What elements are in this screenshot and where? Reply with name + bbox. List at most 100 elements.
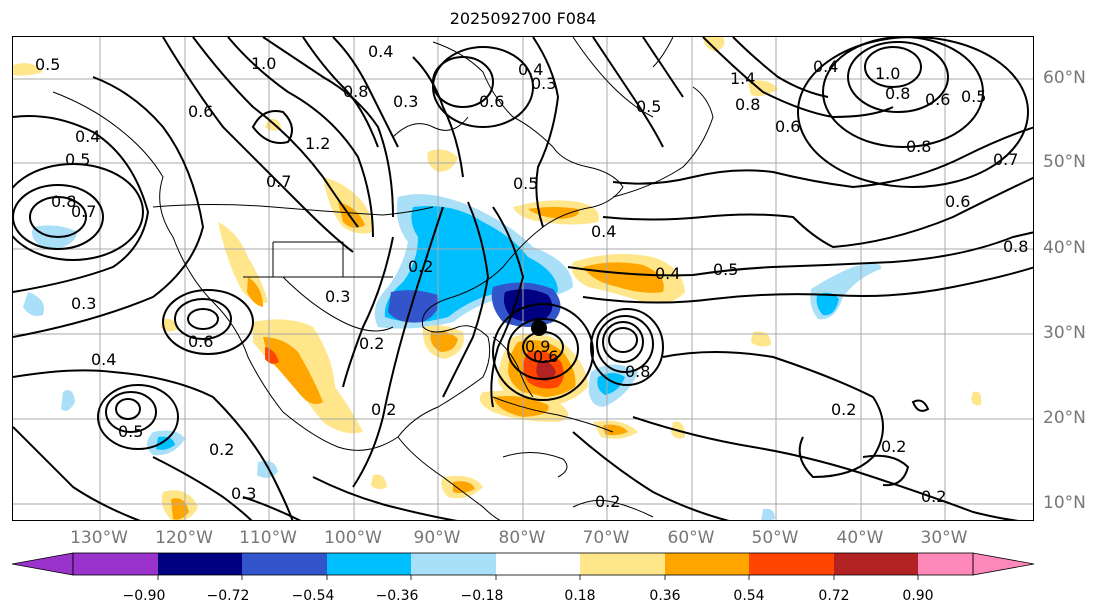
contour-label: 0.6 [533,347,558,366]
lat-label: 30°N [1043,323,1086,343]
contour-label: 0.6 [188,332,213,351]
lat-label: 20°N [1043,408,1086,428]
lon-label: 70°W [582,528,630,548]
colorbar-bin [918,553,973,575]
contour-label: 0.4 [591,222,616,241]
contour-label: 0.5 [713,260,738,279]
graticule [13,37,1033,520]
lon-label: 40°W [836,528,884,548]
contour-label: 0.3 [71,294,96,313]
colorbar-max-extend [972,552,1035,576]
contour-label: 0.4 [368,42,393,61]
contour-label: 0.5 [636,97,661,116]
contour-label: 0.8 [885,84,910,103]
contour-label: 0.2 [921,487,946,506]
lat-label: 60°N [1043,68,1086,88]
contour-label: 0.2 [881,437,906,456]
lon-label: 110°W [239,528,297,548]
lat-label: 40°N [1043,238,1086,258]
colorbar-tick-label: 0.90 [902,588,934,604]
map-panel: 0.5 1.0 0.4 0.3 0.6 1.2 0.8 0.7 0.5 0.4 … [12,36,1034,521]
map-canvas: 0.5 1.0 0.4 0.3 0.6 1.2 0.8 0.7 0.5 0.4 … [13,37,1033,520]
colorbar [12,552,1035,580]
contour-label: 0.4 [75,127,100,146]
lon-label: 60°W [667,528,715,548]
contour-label: 1.2 [305,134,330,153]
colorbar-bin [327,553,411,575]
lon-label: 50°W [751,528,799,548]
colorbar-tick-label: 0.36 [649,588,681,604]
contour-label: 0.3 [231,484,256,503]
colorbar-bin [749,553,834,575]
colorbar-min-extend [12,552,74,576]
lat-label: 50°N [1043,152,1086,172]
contour-label: 0.3 [531,74,556,93]
negative-anomaly-fills [23,194,882,520]
contour-label: 0.2 [408,257,433,276]
colorbar-bin [411,553,496,575]
contour-label: 0.6 [775,117,800,136]
contour-label: 0.8 [625,362,650,381]
storm-center-marker [531,320,547,336]
contour-label: 0.2 [359,334,384,353]
contour-label: 0.4 [655,264,680,283]
lon-label: 90°W [413,528,461,548]
contour-label: 0.2 [209,440,234,459]
colorbar-bin [73,553,158,575]
lon-label: 120°W [155,528,213,548]
contour-label: 0.8 [735,95,760,114]
contour-label: 0.2 [595,492,620,511]
colorbar-bin [834,553,918,575]
contour-label: 0.9 [525,337,550,356]
contour-label: 0.6 [945,192,970,211]
contour-lines [13,37,1033,520]
contour-label: 0.4 [813,57,838,76]
lat-label: 10°N [1043,493,1086,513]
contour-label: 0.8 [1003,237,1028,256]
contour-label: 0.8 [51,192,76,211]
lon-label: 80°W [498,528,546,548]
colorbar-bin [496,553,580,575]
colorbar-tick-label: 0.72 [818,588,850,604]
contour-label: 0.7 [993,150,1018,169]
contour-label: 0.3 [393,92,418,111]
contour-label: 0.5 [513,174,538,193]
colorbar-bin [580,553,665,575]
colorbar-tick-label: −0.72 [206,588,250,604]
contour-label: 0.8 [343,82,368,101]
contour-label: 0.4 [91,350,116,369]
contour-label: 0.5 [961,87,986,106]
contour-label: 0.5 [65,150,90,169]
coastlines [52,37,714,520]
contour-label: 0.2 [371,400,396,419]
lon-label: 30°W [920,528,968,548]
contour-label: 0.7 [266,172,291,191]
colorbar-tick-label: −0.36 [375,588,419,604]
contour-label: 0.5 [118,422,143,441]
colorbar-tick-label: 0.18 [564,588,596,604]
colorbar-bin [665,553,749,575]
contour-label: 0.5 [35,55,60,74]
contour-label: 0.4 [518,60,543,79]
colorbar-tick-label: −0.18 [460,588,504,604]
contour-label: 1.0 [875,64,900,83]
contour-label: 0.3 [325,287,350,306]
colorbar-tick-label: 0.54 [733,588,765,604]
colorbar-bin [242,553,327,575]
colorbar-bin [158,553,242,575]
map-title: 2025092700 F084 [449,9,597,28]
positive-anomaly-fills [13,37,982,520]
contour-label: 0.6 [479,92,504,111]
contour-label-group: 0.5 1.0 0.4 0.3 0.6 1.2 0.8 0.7 0.5 0.4 … [35,42,1028,511]
lon-label: 130°W [70,528,128,548]
contour-label: 0.6 [188,102,213,121]
colorbar-tick-label: −0.90 [122,588,166,604]
contour-label: 0.2 [831,400,856,419]
contour-label: 0.7 [71,202,96,221]
colorbar-tick-label: −0.54 [291,588,335,604]
contour-label: 1.0 [251,54,276,73]
contour-label: 0.6 [925,90,950,109]
contour-label: 1.4 [730,69,755,88]
lon-label: 100°W [324,528,382,548]
contour-label: 0.8 [906,137,931,156]
